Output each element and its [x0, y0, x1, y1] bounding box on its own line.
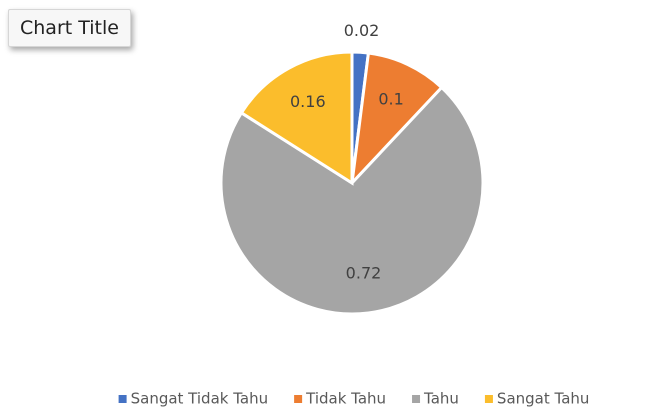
- legend-label: Sangat Tahu: [497, 390, 589, 408]
- legend-swatch: [118, 395, 127, 403]
- pie-slice: [349, 51, 444, 188]
- data-label: 0.1: [378, 90, 403, 109]
- legend-label: Sangat Tidak Tahu: [131, 390, 269, 408]
- legend-swatch: [484, 395, 493, 403]
- data-label: 0.02: [344, 21, 380, 40]
- data-label: 0.72: [346, 263, 382, 282]
- data-label: 0.16: [290, 92, 326, 111]
- legend-swatch: [294, 395, 303, 403]
- chart-title: Chart Title: [8, 9, 131, 47]
- legend-swatch: [412, 395, 421, 403]
- pie-slice: [239, 50, 354, 186]
- legend: Sangat Tidak Tahu Tidak Tahu Tahu Sangat Ta…: [118, 390, 589, 408]
- legend-label: Tidak Tahu: [305, 390, 386, 408]
- legend-label: Tahu: [423, 390, 459, 408]
- pie-slice: [219, 85, 485, 316]
